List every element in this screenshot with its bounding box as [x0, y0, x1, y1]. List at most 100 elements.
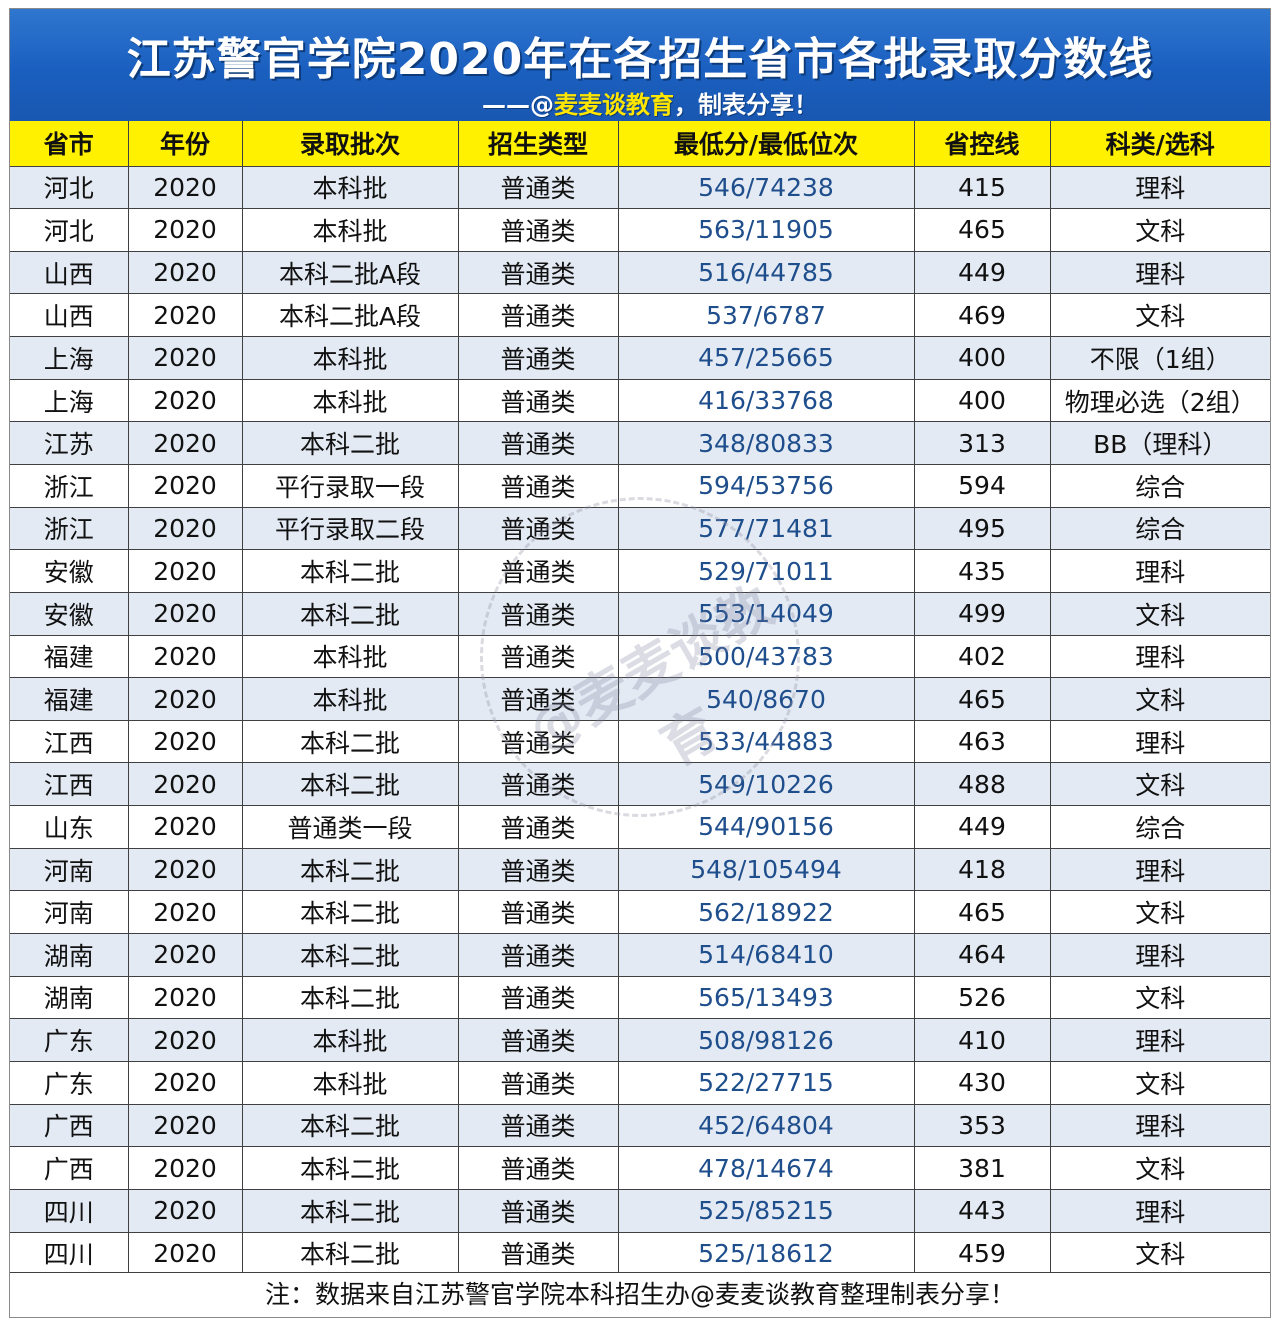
table-cell: 594	[914, 464, 1051, 508]
table-cell: 2020	[128, 1061, 243, 1105]
table-cell: 562/18922	[618, 890, 915, 935]
table-cell: 理科	[1050, 848, 1270, 892]
table-cell: 313	[914, 421, 1051, 465]
column-header: 省控线	[914, 121, 1051, 167]
table-cell: 418	[914, 848, 1051, 892]
table-cell: 理科	[1050, 635, 1270, 679]
table-cell: 2020	[128, 1104, 243, 1148]
table-cell: 普通类	[458, 635, 619, 679]
table-cell: 本科批	[242, 166, 459, 210]
table-cell: 普通类	[458, 464, 619, 508]
table-cell: 本科二批	[242, 549, 459, 593]
table-cell: 400	[914, 379, 1051, 423]
table-cell: 2020	[128, 933, 243, 977]
table-cell: 普通类	[458, 1146, 619, 1190]
table-row: 湖南 2020 本科二批 普通类 565/13493 526 文科	[10, 976, 1270, 1020]
table-cell: 理科	[1050, 549, 1270, 593]
table-cell: 495	[914, 507, 1051, 551]
score-table-card: 江苏警官学院2020年在各招生省市各批录取分数线 ——@麦麦谈教育，制表分享！ …	[9, 8, 1271, 1318]
table-cell: 488	[914, 762, 1051, 807]
table-cell: 普通类	[458, 890, 619, 935]
table-cell: 2020	[128, 208, 243, 252]
table-cell: 546/74238	[618, 166, 915, 210]
table-cell: 本科批	[242, 208, 459, 252]
table-cell: 普通类	[458, 976, 619, 1020]
table-cell: 544/90156	[618, 805, 915, 849]
table-cell: 普通类	[458, 379, 619, 423]
table-cell: 565/13493	[618, 976, 915, 1020]
table-cell: 2020	[128, 762, 243, 807]
table-cell: 本科二批	[242, 720, 459, 764]
table-cell: 福建	[10, 677, 129, 721]
table-cell: 459	[914, 1232, 1051, 1276]
table-cell: 2020	[128, 677, 243, 721]
column-header: 年份	[128, 121, 243, 167]
table-cell: 402	[914, 635, 1051, 679]
table-cell: 525/18612	[618, 1232, 915, 1276]
table-cell: 普通类	[458, 293, 619, 338]
table-cell: 594/53756	[618, 464, 915, 508]
table-cell: 2020	[128, 976, 243, 1020]
table-row: 安徽 2020 本科二批 普通类 553/14049 499 文科	[10, 592, 1270, 636]
table-cell: 普通类	[458, 507, 619, 551]
table-cell: 本科二批	[242, 848, 459, 892]
table-cell: 416/33768	[618, 379, 915, 423]
table-cell: 2020	[128, 251, 243, 295]
table-cell: 478/14674	[618, 1146, 915, 1190]
table-cell: 2020	[128, 379, 243, 423]
table-cell: 本科二批	[242, 976, 459, 1020]
table-cell: 湖南	[10, 976, 129, 1020]
table-cell: 577/71481	[618, 507, 915, 551]
table-cell: 四川	[10, 1189, 129, 1233]
table-row: 河南 2020 本科二批 普通类 562/18922 465 文科	[10, 890, 1270, 935]
table-cell: 469	[914, 293, 1051, 338]
table-cell: 449	[914, 251, 1051, 295]
table-cell: 理科	[1050, 166, 1270, 210]
title-banner: 江苏警官学院2020年在各招生省市各批录取分数线 ——@麦麦谈教育，制表分享！	[10, 9, 1270, 121]
table-row: 江西 2020 本科二批 普通类 549/10226 488 文科	[10, 762, 1270, 807]
table-row: 广西 2020 本科二批 普通类 478/14674 381 文科	[10, 1146, 1270, 1190]
table-cell: 516/44785	[618, 251, 915, 295]
table-cell: 浙江	[10, 464, 129, 508]
table-cell: 平行录取二段	[242, 507, 459, 551]
table-cell: 普通类	[458, 1104, 619, 1148]
table-cell: 本科二批	[242, 1104, 459, 1148]
table-cell: 河北	[10, 166, 129, 210]
table-cell: 综合	[1050, 507, 1270, 551]
table-cell: 2020	[128, 549, 243, 593]
table-cell: 广东	[10, 1061, 129, 1105]
table-cell: 普通类	[458, 1232, 619, 1276]
table-cell: 本科批	[242, 336, 459, 380]
table-cell: 449	[914, 805, 1051, 849]
table-cell: 430	[914, 1061, 1051, 1105]
column-header: 科类/选科	[1050, 121, 1270, 167]
table-cell: 综合	[1050, 464, 1270, 508]
admission-score-table: 省市 年份 录取批次 招生类型 最低分/最低位次 省控线 科类/选科 河北 2020 本科批 普通…	[10, 121, 1270, 1276]
table-cell: 普通类	[458, 933, 619, 977]
table-cell: 普通类	[458, 677, 619, 721]
table-row: 河北 2020 本科批 普通类 563/11905 465 文科	[10, 208, 1270, 252]
table-cell: 河北	[10, 208, 129, 252]
table-cell: 普通类	[458, 762, 619, 807]
table-cell: 2020	[128, 464, 243, 508]
table-cell: 普通类	[458, 251, 619, 295]
table-cell: 2020	[128, 1018, 243, 1062]
table-cell: 山西	[10, 293, 129, 338]
table-cell: 本科批	[242, 677, 459, 721]
table-cell: 381	[914, 1146, 1051, 1190]
table-cell: 499	[914, 592, 1051, 636]
table-cell: 415	[914, 166, 1051, 210]
table-cell: 537/6787	[618, 293, 915, 338]
table-cell: 文科	[1050, 677, 1270, 721]
table-cell: 上海	[10, 379, 129, 423]
table-cell: 2020	[128, 592, 243, 636]
table-cell: 本科批	[242, 1018, 459, 1062]
table-cell: 2020	[128, 635, 243, 679]
table-cell: 本科二批A段	[242, 251, 459, 295]
table-cell: 综合	[1050, 805, 1270, 849]
table-cell: 本科二批	[242, 890, 459, 935]
table-cell: 2020	[128, 1232, 243, 1276]
table-cell: 本科批	[242, 635, 459, 679]
table-cell: 山东	[10, 805, 129, 849]
table-cell: BB（理科）	[1050, 421, 1270, 465]
